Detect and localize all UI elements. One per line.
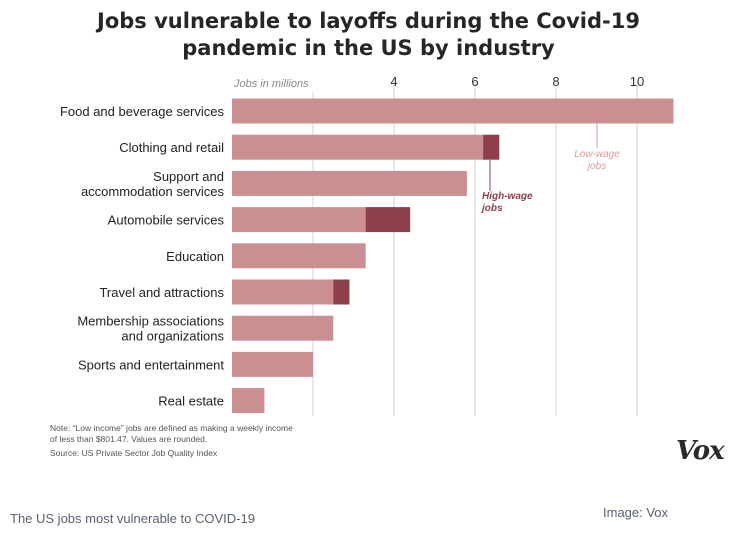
bar-low-wage [232,279,334,305]
x-tick-label: 10 [630,74,644,89]
x-tick-label: 6 [471,74,478,89]
bar-low-wage [232,388,265,414]
bar-low-wage [232,170,467,196]
vox-logo: Vox [676,436,725,466]
note-line-1: Note: “Low income” jobs are defined as m… [50,423,293,433]
x-tick-label: 8 [552,74,559,89]
category-label: Membership associations and organizations [77,314,224,344]
low-wage-annotation: Low-wage jobs [574,149,620,172]
x-tick-label: 4 [390,74,397,89]
bar-high-wage [365,207,411,233]
bar-chart: Jobs in millions 4 6 8 10 Food and beverage s… [60,74,674,416]
axis-title: Jobs in millions [233,78,309,90]
category-label: Food and beverage services [60,104,225,119]
bar-low-wage [232,315,334,341]
chart-title: Jobs vulnerable to layoffs during the Co… [97,9,640,60]
high-wage-annotation: High-wage jobs [480,191,533,214]
bar-low-wage [232,134,484,160]
bar-high-wage [333,279,350,305]
category-label: Education [166,249,224,264]
category-label: Travel and attractions [99,285,224,300]
bar-low-wage [232,98,674,124]
source-line: Source: US Private Sector Job Quality In… [50,448,218,458]
image-caption: The US jobs most vulnerable to COVID-19 [10,511,255,526]
bar-high-wage [483,134,500,160]
chart-card: Jobs vulnerable to layoffs during the Co… [50,9,725,466]
bar-low-wage [232,351,313,377]
bar-low-wage [232,243,366,269]
category-label: Sports and entertainment [78,357,224,372]
category-label: Clothing and retail [119,140,224,155]
category-label: Automobile services [108,213,225,228]
bar-low-wage [232,207,366,233]
image-credit: Image: Vox [603,505,669,520]
category-label: Support and accommodation services [81,169,225,199]
note-line-2: of less than $801.47. Values are rounded… [50,434,208,444]
category-label: Real estate [158,394,224,409]
